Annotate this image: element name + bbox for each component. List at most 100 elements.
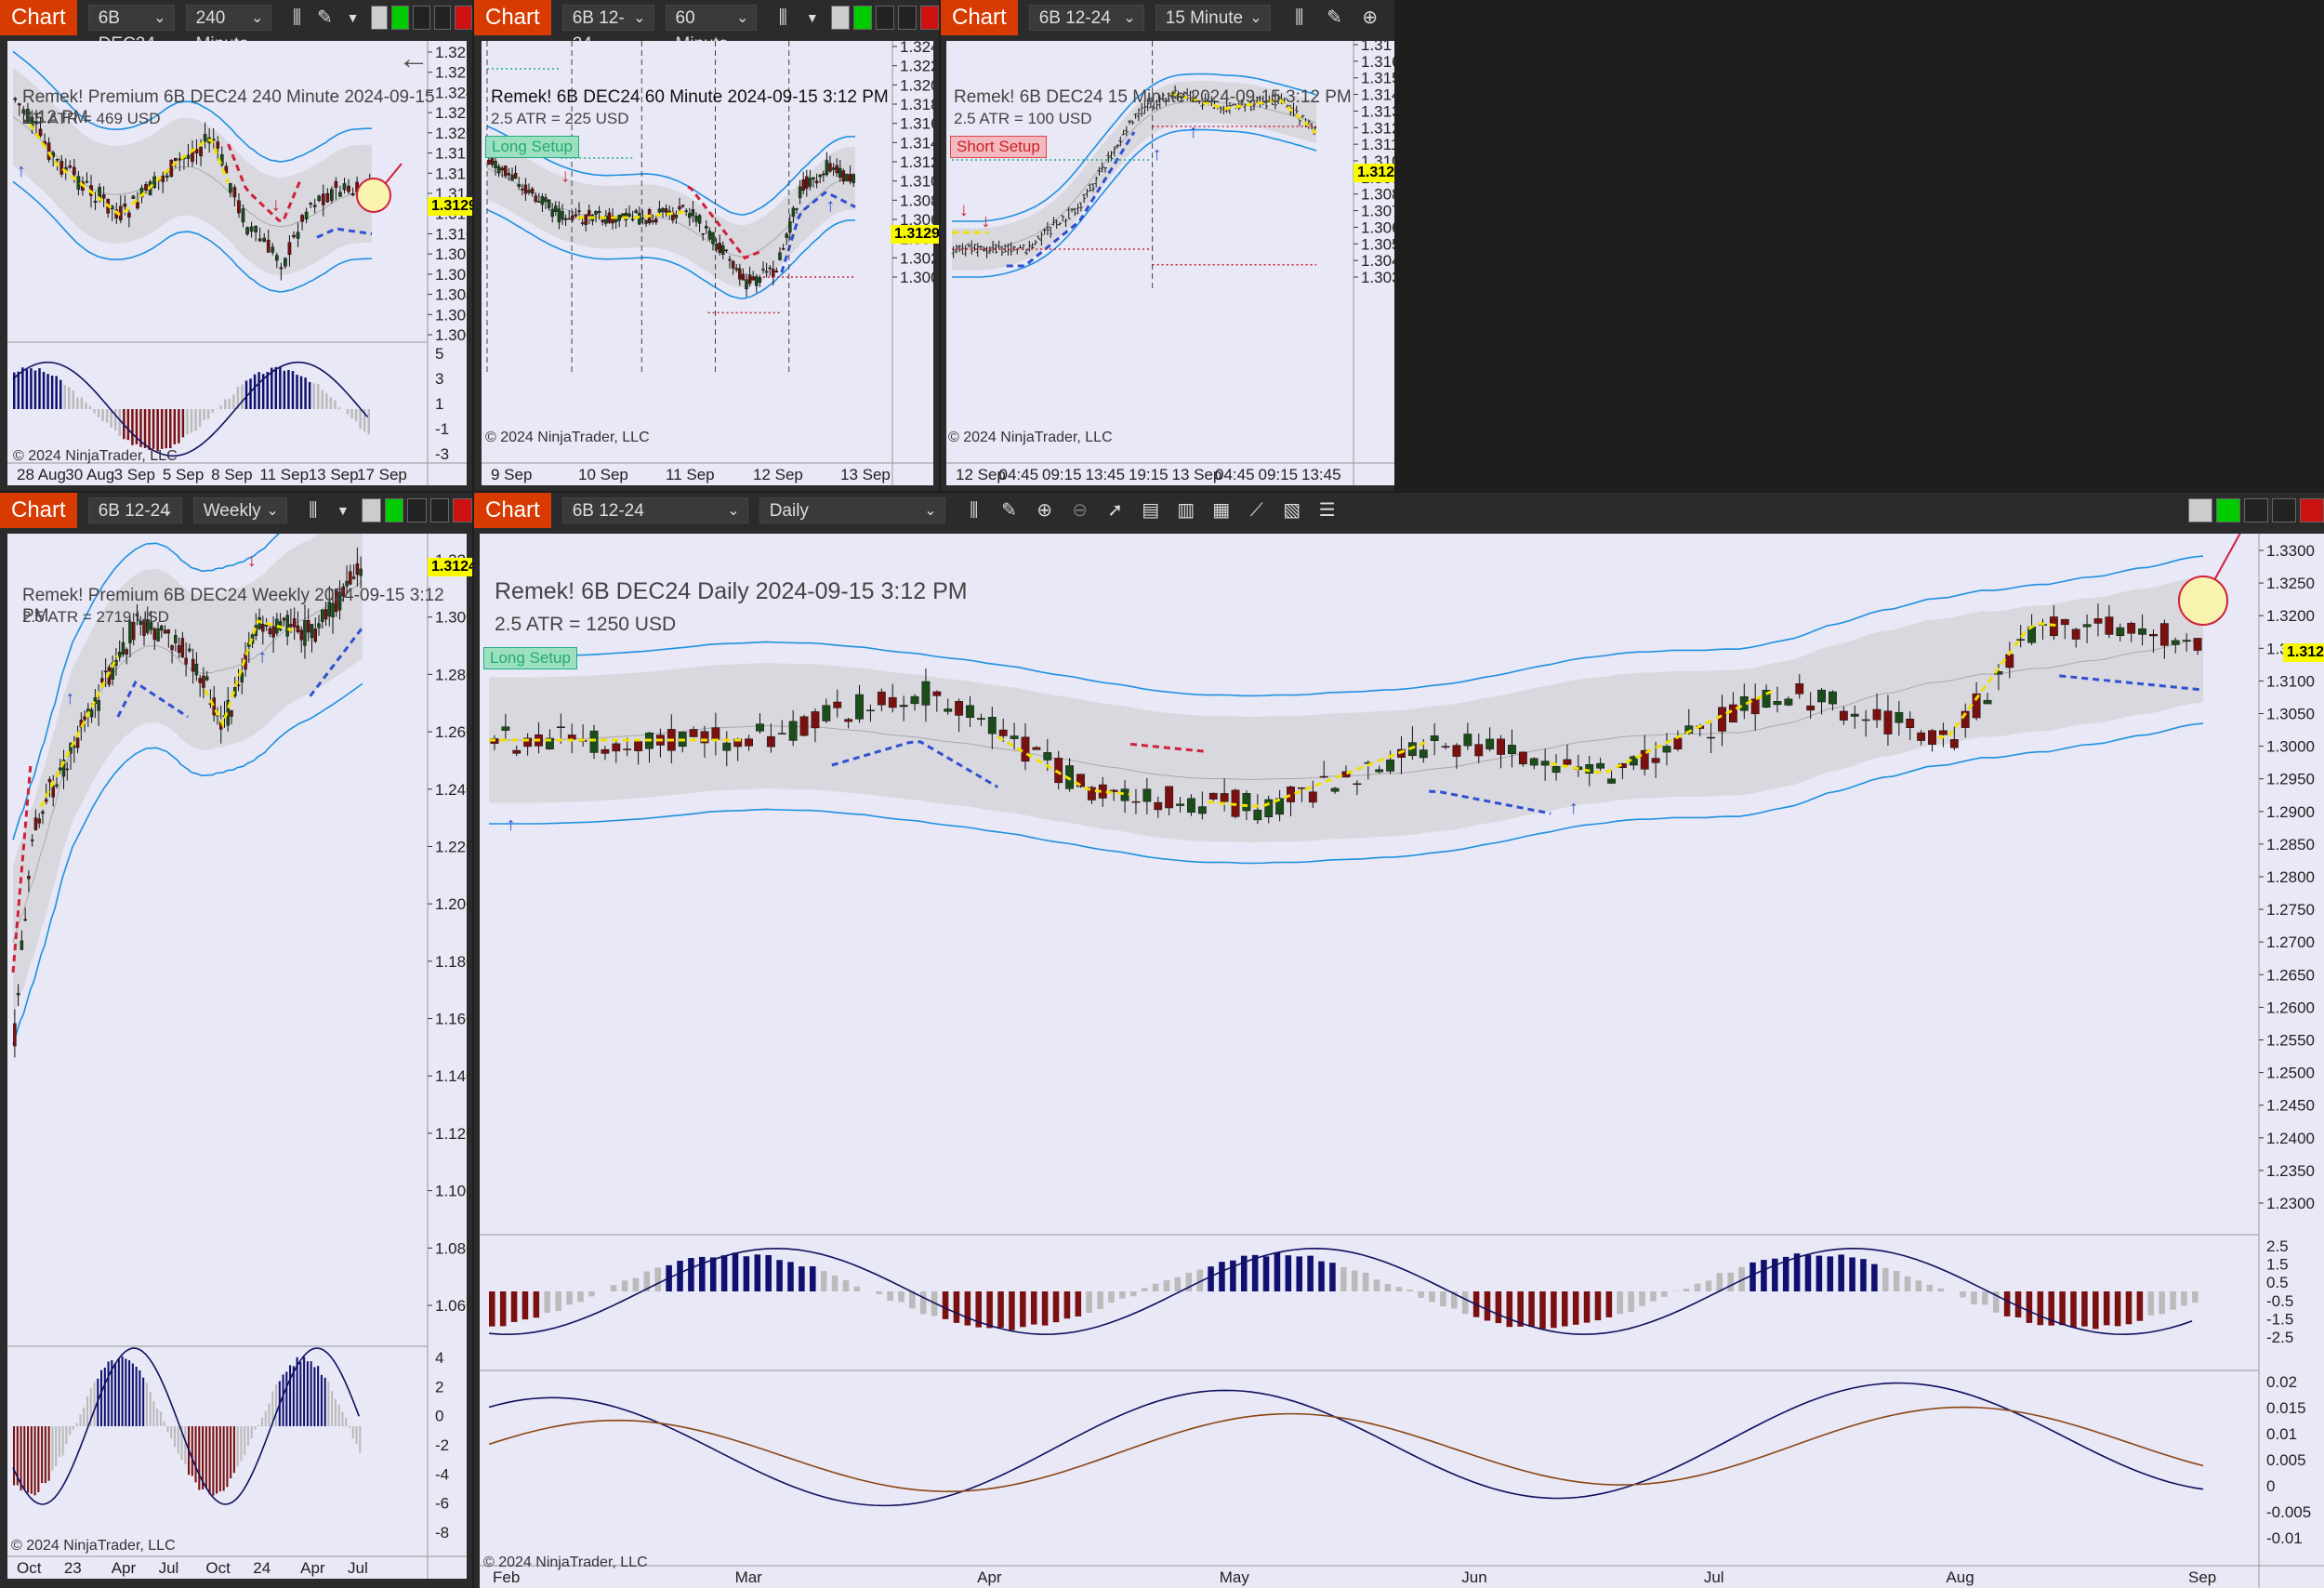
link-button[interactable]	[384, 498, 404, 523]
histogram-bar	[224, 399, 227, 409]
candle-body	[758, 277, 762, 284]
histogram-bar	[177, 1426, 179, 1454]
link-button[interactable]	[852, 6, 872, 30]
link-button[interactable]	[2216, 498, 2240, 523]
price-tag: 1.3129	[1353, 164, 1394, 182]
draw-tool-icon[interactable]: ✎	[317, 7, 333, 28]
list-icon[interactable]: ☰	[1318, 500, 1336, 521]
strategies-icon[interactable]: ⟋	[1249, 500, 1263, 521]
osc2-tick-label: -0.005	[2266, 1503, 2311, 1521]
trailing-stop-line	[39, 655, 120, 808]
candle-body	[2159, 623, 2169, 646]
copyright: © 2024 NinjaTrader, LLC	[485, 430, 650, 445]
close-button[interactable]	[919, 6, 939, 30]
price-panel[interactable]: ↑ ↓ 1.3280 1.3260 1.3240 1.3220 1.3200 1.3180 1.…	[7, 41, 472, 485]
histogram-bar	[249, 378, 252, 409]
x-tick-label: 09:15	[1259, 466, 1299, 483]
candle-body	[1341, 771, 1351, 778]
chart-tab[interactable]: Chart	[941, 0, 1018, 35]
dropdown-icon[interactable]: ▼	[346, 10, 360, 25]
window-option-button[interactable]	[2188, 498, 2212, 523]
maximize-button[interactable]	[897, 6, 917, 30]
zoom-in-icon[interactable]: ⊕	[1037, 500, 1053, 521]
instrument-dropdown[interactable]: 6B 12-24⌄	[1028, 5, 1144, 31]
interval-dropdown[interactable]: Daily ⌄	[759, 497, 945, 523]
instrument-dropdown[interactable]: 6B 12-24⌄	[87, 497, 182, 523]
pointer-icon[interactable]: ➚	[1107, 500, 1124, 521]
price-panel[interactable]: ↑↑1.33001.32501.32001.31501.31001.30501.…	[480, 534, 2324, 1588]
candle-body	[617, 215, 621, 221]
histogram-bar	[337, 407, 341, 409]
bar-type-icon[interactable]: ⫼	[778, 7, 787, 28]
histogram-bar	[975, 1291, 983, 1328]
chart-tab[interactable]: Chart	[0, 493, 77, 528]
price-panel[interactable]: ↓ ↓ ↑ ↑ 1.31701.31601.31501.31401.31301.3120…	[946, 41, 1394, 485]
window-option-button[interactable]	[370, 6, 389, 30]
interval-dropdown[interactable]: 60 Minute⌄	[665, 5, 758, 54]
interval-dropdown[interactable]: 240 Minute⌄	[185, 5, 272, 54]
close-button[interactable]	[2300, 498, 2324, 523]
chart-tab[interactable]: Chart	[0, 0, 77, 35]
link-button[interactable]	[391, 6, 409, 30]
histogram-bar	[97, 409, 100, 417]
maximize-button[interactable]	[2272, 498, 2296, 523]
chart-tab[interactable]: Chart	[474, 493, 551, 528]
indicators-icon[interactable]: ▦	[1212, 500, 1231, 521]
bar-type-icon[interactable]: ⫼	[309, 500, 318, 521]
osc-tick-label: 5	[435, 345, 443, 363]
zoom-out-icon[interactable]: ⊖	[1072, 500, 1089, 521]
close-button[interactable]	[453, 498, 472, 523]
histogram-bar	[688, 1258, 694, 1291]
draw-tool-icon[interactable]: ✎	[1327, 7, 1343, 28]
instrument-dropdown[interactable]: 6B 12-24⌄	[561, 497, 748, 523]
chart-tab[interactable]: Chart	[474, 0, 551, 35]
osc-tick-label: 0	[435, 1408, 443, 1425]
price-panel[interactable]: ↓↑1.32401.32201.32001.31801.31601.31401.…	[482, 41, 939, 485]
back-arrow-icon[interactable]: ←	[398, 41, 429, 76]
histogram-bar	[125, 1358, 127, 1426]
bar-type-icon[interactable]: ⫼	[970, 500, 979, 521]
candle-body	[327, 602, 332, 617]
candle-body	[27, 876, 31, 880]
minimize-button[interactable]	[412, 6, 430, 30]
atr-label: 2.5 ATR = 1250 USD	[495, 614, 677, 635]
interval-dropdown[interactable]: 15 Minute ⌄	[1155, 5, 1271, 31]
x-tick-label: Jul	[348, 1559, 368, 1577]
x-tick-label: Apr	[112, 1559, 137, 1577]
histogram-bar	[313, 1367, 316, 1426]
properties-icon[interactable]: ▥	[1177, 500, 1195, 521]
maximize-button[interactable]	[429, 498, 450, 523]
window-option-button[interactable]	[830, 6, 850, 30]
y-tick-label: 1.3220	[435, 104, 467, 122]
histogram-bar	[533, 1291, 540, 1318]
dropdown-icon[interactable]: ▼	[337, 503, 350, 518]
data-box-icon[interactable]: ▤	[1142, 500, 1160, 521]
candle-body	[844, 719, 853, 722]
draw-tool-icon[interactable]: ✎	[1001, 500, 1018, 521]
candle-body	[634, 741, 643, 751]
instrument-dropdown[interactable]: 6B DEC24⌄	[87, 5, 175, 54]
histogram-bar	[699, 1256, 706, 1291]
instrument-dropdown[interactable]: 6B 12-24⌄	[561, 5, 654, 54]
trailing-stop-line	[1550, 690, 1773, 774]
candle-body	[33, 817, 38, 830]
chart-header: Remek! 6B DEC24 Daily 2024-09-15 3:12 PM	[495, 578, 968, 604]
candle-body	[236, 684, 241, 687]
histogram-bar	[1384, 1283, 1392, 1291]
dropdown-icon[interactable]: ▼	[805, 10, 819, 25]
y-tick-label: 1.3300	[2266, 542, 2315, 560]
maximize-button[interactable]	[433, 6, 452, 30]
minimize-button[interactable]	[875, 6, 894, 30]
close-button[interactable]	[455, 6, 472, 30]
minimize-button[interactable]	[2244, 498, 2268, 523]
osc-tick-label: 2.5	[2266, 1237, 2289, 1255]
templates-icon[interactable]: ▧	[1283, 500, 1301, 521]
minimize-button[interactable]	[407, 498, 427, 523]
bar-type-icon[interactable]: ⫼	[292, 7, 302, 28]
zoom-in-icon[interactable]: ⊕	[1362, 7, 1379, 28]
interval-dropdown[interactable]: Weekly ⌄	[192, 497, 287, 523]
price-panel[interactable]: ↑↑↓1.32001.30001.28001.26001.24001.22001…	[7, 534, 472, 1579]
window-option-button[interactable]	[362, 498, 381, 523]
candle-body	[728, 258, 732, 261]
bar-type-icon[interactable]: ⫼	[1295, 7, 1304, 28]
